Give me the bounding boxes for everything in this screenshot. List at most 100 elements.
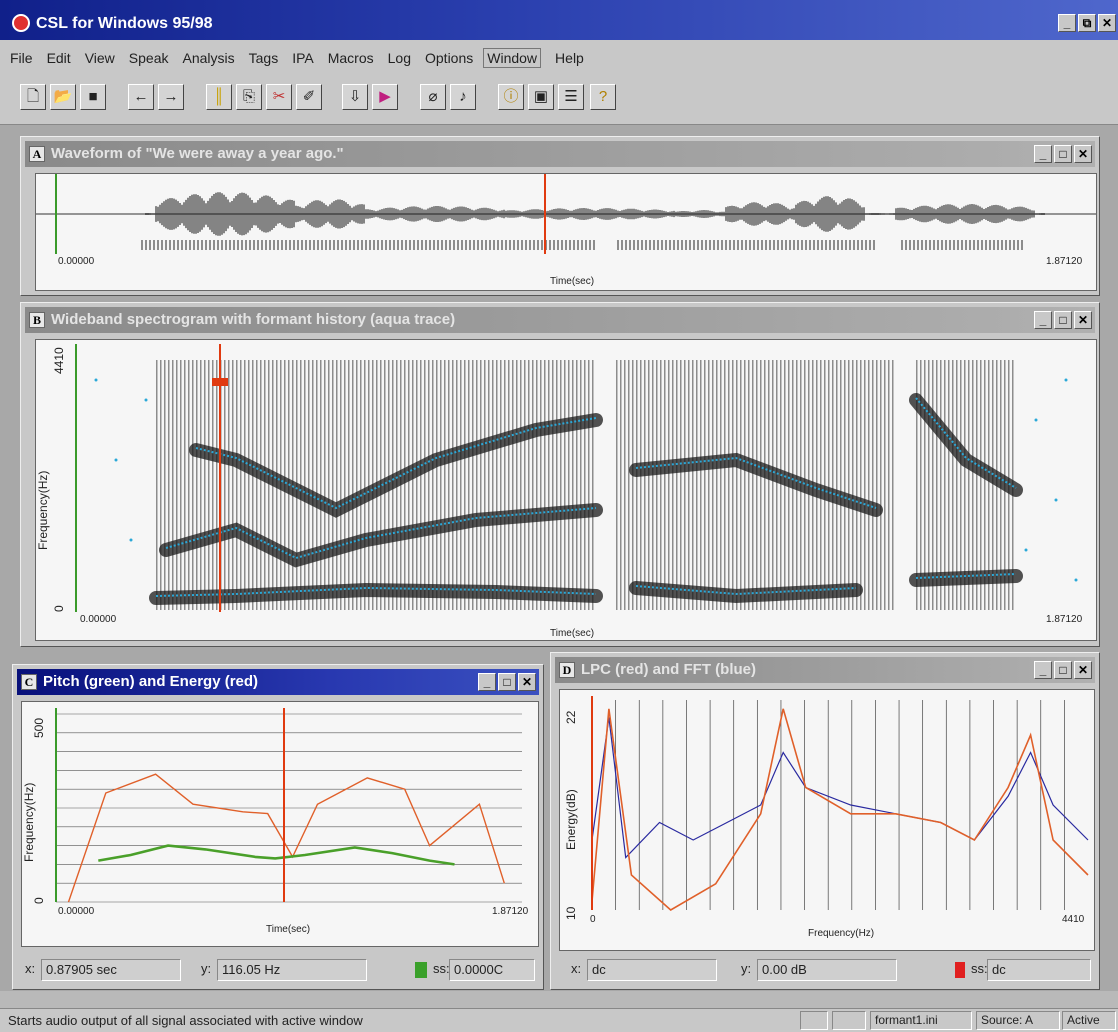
formant-point xyxy=(1024,548,1028,552)
formant-point xyxy=(1034,418,1038,422)
formant-trace xyxy=(915,573,1017,579)
status-source: Source: A xyxy=(976,1011,1060,1030)
minimize-button[interactable]: _ xyxy=(478,673,496,691)
energy-color-swatch xyxy=(955,962,965,978)
formant-point xyxy=(94,378,98,382)
pitch-energy-window-title: Pitch (green) and Energy (red) xyxy=(43,673,259,690)
app-icon[interactable] xyxy=(12,14,30,32)
spectrogram-svg xyxy=(75,344,1078,612)
window-letter-b: B xyxy=(29,312,45,328)
close-button[interactable]: ✕ xyxy=(1074,311,1092,329)
ss-readout: 0.0000C xyxy=(449,959,535,981)
x-end-label: 4410 xyxy=(1062,914,1085,925)
status-panel-empty xyxy=(800,1011,828,1030)
microphone-icon[interactable]: ⌀ xyxy=(420,84,446,110)
close-button[interactable]: ✕ xyxy=(1098,14,1116,32)
spectrogram-window-titlebar[interactable]: B Wideband spectrogram with formant hist… xyxy=(25,307,1095,333)
maximize-button[interactable]: □ xyxy=(1054,145,1072,163)
pitch-energy-plot[interactable]: 500 0 Frequency(Hz) 0.00000 1.87120 Time… xyxy=(21,701,539,947)
app-title: CSL for Windows 95/98 xyxy=(36,15,213,32)
eraser-icon[interactable]: ✐ xyxy=(296,84,322,110)
speaker-icon[interactable]: ♪ xyxy=(450,84,476,110)
menu-options[interactable]: Options xyxy=(425,50,474,66)
maximize-button[interactable]: □ xyxy=(1054,311,1072,329)
formant-trace xyxy=(915,397,1017,489)
menu-analysis[interactable]: Analysis xyxy=(182,50,235,66)
record-icon[interactable]: ⇩ xyxy=(342,84,368,110)
x-readout-label: x: xyxy=(571,961,582,976)
new-file-icon[interactable]: 🗋 xyxy=(20,84,46,110)
cut-icon[interactable]: ✂ xyxy=(266,84,292,110)
minimize-button[interactable]: _ xyxy=(1058,14,1076,32)
x-axis-label: Time(sec) xyxy=(550,276,595,287)
menu-ipa[interactable]: IPA xyxy=(292,50,314,66)
x-readout: 0.87905 sec xyxy=(41,959,181,981)
marker-icon[interactable]: ║ xyxy=(206,84,232,110)
spectrogram-window[interactable]: B Wideband spectrogram with formant hist… xyxy=(20,302,1100,647)
pitch-energy-svg xyxy=(55,708,522,903)
copy-icon[interactable]: ⎘ xyxy=(236,84,262,110)
close-button[interactable]: ✕ xyxy=(518,673,536,691)
y-top-label: 22 xyxy=(564,710,578,724)
lpc-fft-window-titlebar[interactable]: D LPC (red) and FFT (blue) _ □ ✕ xyxy=(555,657,1095,683)
formant-energy-band xyxy=(909,393,1023,497)
window-letter-d: D xyxy=(559,662,575,678)
menu-file[interactable]: File xyxy=(10,50,33,66)
menu-view[interactable]: View xyxy=(84,50,115,66)
menu-macros[interactable]: Macros xyxy=(327,50,374,66)
maximize-button[interactable]: □ xyxy=(498,673,516,691)
help-icon[interactable]: ? xyxy=(590,84,616,110)
menu-window[interactable]: Window xyxy=(483,48,542,68)
waveform-window-titlebar[interactable]: A Waveform of "We were away a year ago."… xyxy=(25,141,1095,167)
window-letter-c: C xyxy=(21,674,37,690)
formant-trace xyxy=(195,417,597,510)
formant-energy-band xyxy=(149,582,603,605)
lpc-fft-window[interactable]: D LPC (red) and FFT (blue) _ □ ✕ 22 10 E… xyxy=(550,652,1100,990)
toolbar: 🗋 📂 ■ ← → ║ ⎘ ✂ ✐ ⇩ ▶ ⌀ ♪ ⓘ ▣ ☰ ? xyxy=(0,76,1118,125)
y-bottom-label: 0 xyxy=(32,897,46,904)
pitch-energy-window-titlebar[interactable]: C Pitch (green) and Energy (red) _ □ ✕ xyxy=(17,669,539,695)
pitch-energy-window[interactable]: C Pitch (green) and Energy (red) _ □ ✕ 5… xyxy=(12,664,544,990)
minimize-button[interactable]: _ xyxy=(1034,311,1052,329)
lpc-fft-window-controls: _ □ ✕ xyxy=(1034,661,1092,679)
y-top-label: 500 xyxy=(32,717,46,738)
pitch-series-line xyxy=(98,844,455,866)
fft-series-line xyxy=(591,717,1089,859)
forward-arrow-icon[interactable]: → xyxy=(158,84,184,110)
back-arrow-icon[interactable]: ← xyxy=(128,84,154,110)
waveform-plot[interactable]: 0.00000 1.87120 Time(sec) xyxy=(35,173,1097,291)
y-axis-label: Energy(dB) xyxy=(564,789,578,850)
status-message: Starts audio output of all signal associ… xyxy=(8,1013,363,1028)
menu-speak[interactable]: Speak xyxy=(128,50,169,66)
formant-point xyxy=(129,538,133,542)
status-state: Active xyxy=(1062,1011,1116,1030)
minimize-button[interactable]: _ xyxy=(1034,661,1052,679)
ss-readout-label: ss: xyxy=(433,961,450,976)
minimize-button[interactable]: _ xyxy=(1034,145,1052,163)
restore-button[interactable]: ⧉ xyxy=(1078,14,1096,32)
list-icon[interactable]: ☰ xyxy=(558,84,584,110)
menu-tags[interactable]: Tags xyxy=(248,50,279,66)
lpc-fft-plot[interactable]: 22 10 Energy(dB) 0 4410 Frequency(Hz) xyxy=(559,689,1095,951)
close-button[interactable]: ✕ xyxy=(1074,661,1092,679)
formant-energy-band xyxy=(159,503,603,568)
formant-trace xyxy=(155,586,597,597)
waveform-window[interactable]: A Waveform of "We were away a year ago."… xyxy=(20,136,1100,296)
play-icon[interactable]: ▶ xyxy=(372,84,398,110)
y-bottom-label: 0 xyxy=(52,605,66,612)
window-icon[interactable]: ▣ xyxy=(528,84,554,110)
menu-help[interactable]: Help xyxy=(555,50,584,66)
x-readout-label: x: xyxy=(25,961,36,976)
info-icon[interactable]: ⓘ xyxy=(498,84,524,110)
x-readout: dc xyxy=(587,959,717,981)
cursor-marker[interactable] xyxy=(212,378,228,386)
close-button[interactable]: ✕ xyxy=(1074,145,1092,163)
spectrogram-plot[interactable]: 4410 0 Frequency(Hz) 0.00000 1.87120 Tim… xyxy=(35,339,1097,641)
menu-log[interactable]: Log xyxy=(387,50,411,66)
y-top-label: 4410 xyxy=(52,347,66,374)
menu-edit[interactable]: Edit xyxy=(46,50,71,66)
maximize-button[interactable]: □ xyxy=(1054,661,1072,679)
formant-trace xyxy=(635,456,877,509)
save-icon[interactable]: ■ xyxy=(80,84,106,110)
open-folder-icon[interactable]: 📂 xyxy=(50,84,76,110)
